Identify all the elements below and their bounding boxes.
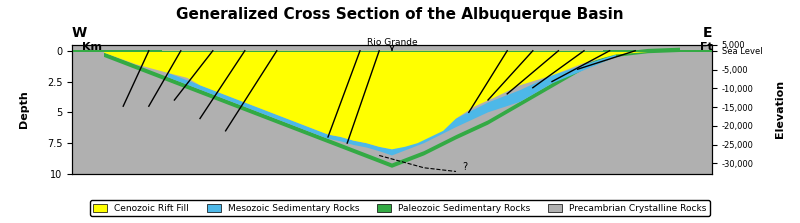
Polygon shape — [104, 48, 680, 168]
Text: Ft: Ft — [700, 42, 713, 52]
Text: Depth: Depth — [19, 90, 29, 128]
Polygon shape — [72, 50, 162, 52]
Polygon shape — [104, 51, 680, 149]
Polygon shape — [72, 52, 712, 174]
Text: W: W — [72, 26, 87, 40]
Legend: Cenozoic Rift Fill, Mesozoic Sedimentary Rocks, Paleozoic Sedimentary Rocks, Pre: Cenozoic Rift Fill, Mesozoic Sedimentary… — [90, 200, 710, 216]
Polygon shape — [72, 51, 712, 52]
Polygon shape — [168, 54, 616, 155]
Text: Rio Grande: Rio Grande — [366, 38, 418, 50]
Text: E: E — [702, 26, 712, 40]
Text: Elevation: Elevation — [775, 80, 785, 138]
Text: Horizontal Scale = Vertical Scale: Horizontal Scale = Vertical Scale — [320, 204, 480, 214]
Text: Generalized Cross Section of the Albuquerque Basin: Generalized Cross Section of the Albuque… — [176, 7, 624, 22]
Text: ?: ? — [462, 162, 467, 172]
Polygon shape — [603, 50, 712, 52]
Text: Km: Km — [82, 42, 102, 52]
